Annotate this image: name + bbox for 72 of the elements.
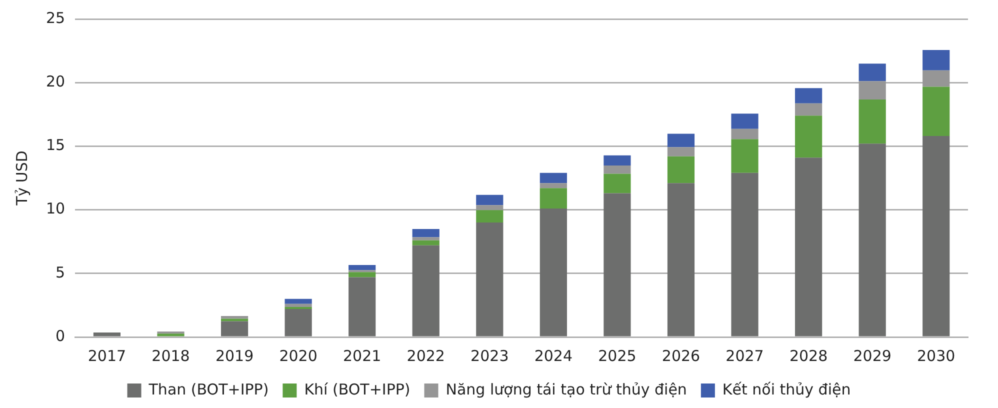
bar bbox=[795, 116, 822, 158]
bar bbox=[348, 277, 376, 336]
bar bbox=[731, 172, 758, 336]
y-tick-label: 15 bbox=[46, 136, 66, 154]
bar bbox=[157, 334, 184, 336]
x-tick-label: 2022 bbox=[406, 346, 445, 365]
bar bbox=[284, 309, 312, 336]
bar bbox=[220, 316, 248, 319]
bar bbox=[858, 144, 886, 336]
bar bbox=[540, 172, 567, 184]
x-tick-label: 2020 bbox=[279, 346, 318, 365]
bar bbox=[412, 240, 440, 246]
y-tick-label: 25 bbox=[46, 8, 66, 27]
bar bbox=[922, 86, 950, 136]
bar bbox=[412, 245, 440, 336]
x-tick-label: 2029 bbox=[853, 346, 892, 365]
bar bbox=[476, 210, 504, 223]
bar bbox=[284, 306, 312, 310]
bar bbox=[540, 188, 567, 209]
bar bbox=[667, 183, 695, 336]
bar bbox=[93, 332, 121, 336]
x-tick-label: 2024 bbox=[534, 346, 573, 365]
bar bbox=[476, 194, 504, 206]
bar bbox=[220, 321, 248, 336]
y-axis-title: Tỷ USD bbox=[12, 150, 31, 206]
bar bbox=[667, 134, 695, 148]
x-tick-label: 2030 bbox=[917, 346, 956, 365]
bar bbox=[540, 183, 567, 188]
bar bbox=[795, 103, 822, 116]
x-tick-label: 2017 bbox=[88, 346, 126, 365]
legend-label: Năng lượng tái tạo trừ thủy điện bbox=[446, 380, 687, 398]
bar bbox=[795, 158, 822, 336]
bar bbox=[922, 136, 950, 336]
legend-label: Kết nối thủy điện bbox=[722, 380, 851, 398]
bar bbox=[858, 81, 886, 100]
legend-label: Than (BOT+IPP) bbox=[148, 380, 269, 398]
bar bbox=[284, 298, 312, 304]
bar bbox=[604, 155, 631, 166]
bar bbox=[540, 208, 567, 336]
bar bbox=[412, 229, 440, 238]
bar bbox=[795, 88, 822, 104]
x-tick-label: 2026 bbox=[662, 346, 700, 365]
bar bbox=[667, 156, 695, 184]
bar bbox=[348, 265, 376, 270]
x-tick-label: 2019 bbox=[215, 346, 254, 365]
bar bbox=[604, 174, 631, 194]
bar bbox=[922, 50, 950, 70]
bar bbox=[858, 64, 886, 82]
legend-label: Khí (BOT+IPP) bbox=[304, 380, 410, 398]
x-tick-label: 2027 bbox=[726, 346, 764, 365]
x-tick-label: 2025 bbox=[598, 346, 636, 365]
y-tick-label: 0 bbox=[56, 326, 66, 345]
bar bbox=[604, 193, 631, 336]
bar bbox=[731, 139, 758, 173]
bar bbox=[476, 205, 504, 210]
x-tick-label: 2021 bbox=[343, 346, 382, 365]
y-tick-label: 20 bbox=[46, 72, 66, 90]
bar bbox=[922, 70, 950, 87]
y-tick-label: 10 bbox=[46, 200, 66, 218]
x-tick-label: 2018 bbox=[152, 346, 190, 365]
bar bbox=[667, 147, 695, 156]
bar bbox=[284, 304, 312, 307]
bar bbox=[604, 166, 631, 174]
bar bbox=[476, 222, 504, 336]
x-tick-label: 2028 bbox=[789, 346, 828, 365]
y-tick-label: 5 bbox=[56, 263, 66, 282]
x-tick-label: 2023 bbox=[470, 346, 509, 365]
bar bbox=[348, 272, 376, 278]
bar bbox=[412, 237, 440, 240]
bar bbox=[731, 128, 758, 140]
bar bbox=[858, 100, 886, 144]
bar bbox=[731, 114, 758, 129]
